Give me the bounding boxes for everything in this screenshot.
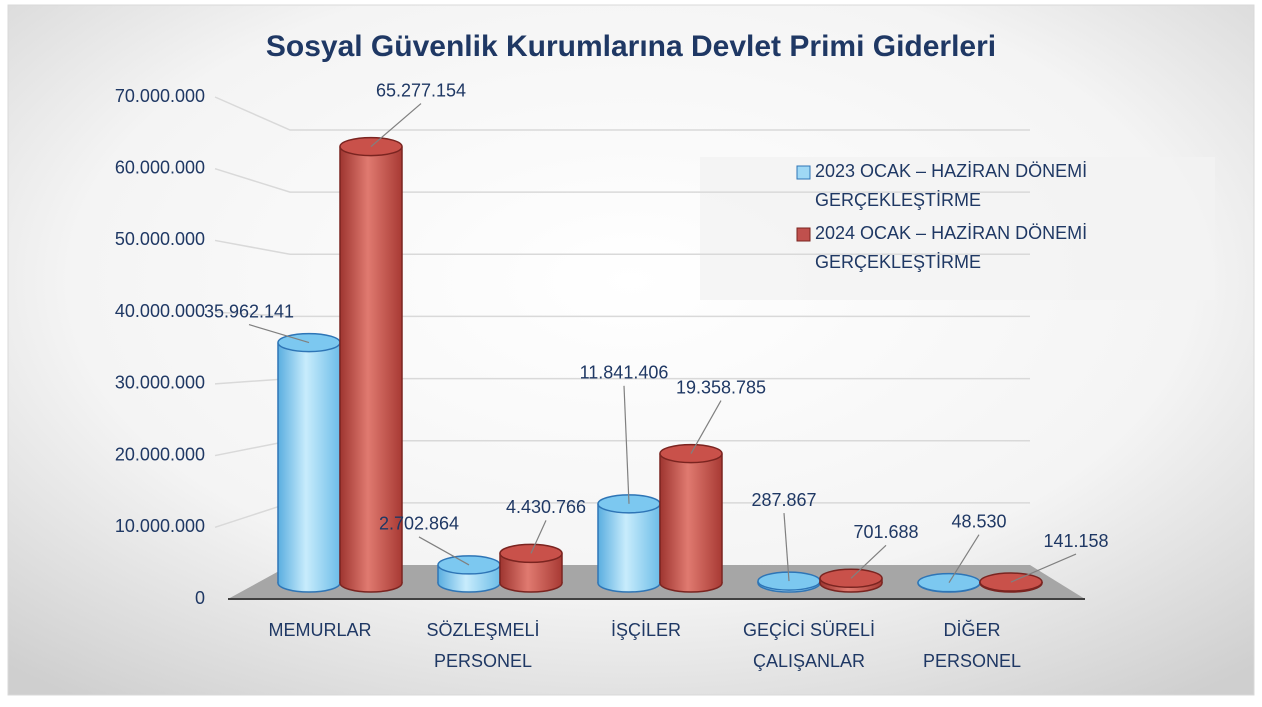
cylinder [980, 573, 1042, 592]
data-label: 35.962.141 [204, 301, 294, 321]
cylinder [278, 334, 340, 592]
data-label: 287.867 [751, 490, 816, 510]
y-tick-label: 0 [195, 588, 205, 608]
cylinder [660, 445, 722, 592]
bar [598, 504, 660, 583]
data-label: 141.158 [1043, 531, 1108, 551]
cylinder [918, 574, 980, 592]
bar [660, 454, 722, 583]
y-tick-label: 30.000.000 [115, 373, 205, 393]
x-tick-label: MEMURLAR [268, 620, 371, 640]
bar [278, 343, 340, 583]
data-label: 701.688 [853, 522, 918, 542]
data-label: 4.430.766 [506, 497, 586, 517]
legend-marker [797, 228, 810, 241]
data-label: 2.702.864 [379, 514, 459, 534]
y-tick-label: 20.000.000 [115, 444, 205, 464]
chart-title: Sosyal Güvenlik Kurumlarına Devlet Primi… [266, 30, 996, 63]
cylinder [500, 544, 562, 592]
data-label: 11.841.406 [580, 363, 669, 383]
y-tick-label: 60.000.000 [115, 157, 205, 177]
x-tick-label: İŞÇİLER [611, 620, 681, 640]
cylinder [820, 569, 882, 592]
legend-marker [797, 166, 810, 179]
cylinder [438, 556, 500, 592]
y-tick-label: 70.000.000 [115, 86, 205, 106]
y-tick-label: 10.000.000 [115, 516, 205, 536]
data-label: 48.530 [951, 511, 1006, 531]
y-tick-label: 40.000.000 [115, 301, 205, 321]
cylinder [598, 495, 660, 592]
data-label: 65.277.154 [376, 80, 466, 100]
data-label: 19.358.785 [676, 377, 766, 397]
y-tick-label: 50.000.000 [115, 229, 205, 249]
